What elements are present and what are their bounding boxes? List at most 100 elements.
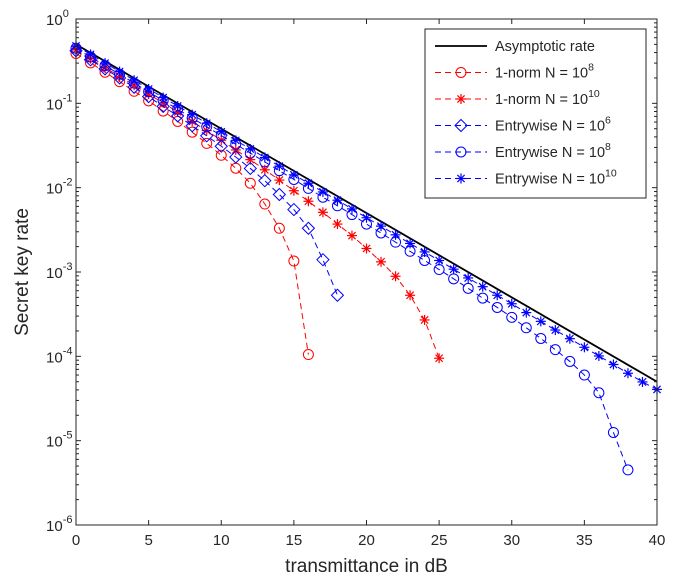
data-point xyxy=(491,301,503,313)
data-point xyxy=(156,99,170,114)
series-line xyxy=(75,47,629,471)
data-point xyxy=(288,169,299,180)
legend-label: Asymptotic rate xyxy=(495,39,595,55)
data-point xyxy=(200,129,214,143)
y-tick-exponent: -6 xyxy=(63,514,73,526)
legend-item: 1-norm N = 108 xyxy=(435,62,594,82)
series-layer xyxy=(69,40,662,476)
data-point xyxy=(317,207,328,218)
data-point xyxy=(303,178,314,189)
x-tick-label: 5 xyxy=(144,532,152,549)
y-tick-exponent: -2 xyxy=(63,177,73,189)
data-point xyxy=(622,464,634,476)
data-point xyxy=(303,196,314,207)
y-tick-exponent: -4 xyxy=(63,345,73,357)
x-tick-label: 25 xyxy=(431,532,448,549)
data-point xyxy=(463,272,474,283)
data-point xyxy=(390,271,401,282)
data-point xyxy=(245,143,256,154)
y-tick-label: 10-6 xyxy=(46,514,72,535)
data-point xyxy=(376,256,387,267)
data-point xyxy=(272,187,287,202)
data-point xyxy=(172,106,183,117)
data-point xyxy=(434,353,445,364)
legend-item: Entrywise N = 106 xyxy=(435,115,611,135)
data-point xyxy=(346,203,357,214)
legend-item: Entrywise N = 1010 xyxy=(435,168,617,188)
data-point xyxy=(85,49,96,60)
data-point xyxy=(316,252,330,267)
data-point xyxy=(114,66,125,77)
y-tick-exponent: -5 xyxy=(63,430,73,442)
data-point xyxy=(550,325,561,336)
data-point xyxy=(216,126,227,137)
y-tick-exponent: 0 xyxy=(63,8,69,20)
legend-marker xyxy=(456,173,466,184)
series-line xyxy=(75,45,658,390)
y-tick-exponent: -1 xyxy=(63,92,73,104)
legend-item: Entrywise N = 108 xyxy=(435,141,611,161)
data-point xyxy=(98,62,112,76)
data-point xyxy=(332,195,343,206)
data-point xyxy=(201,137,213,149)
series-5 xyxy=(71,40,662,395)
data-point xyxy=(535,316,546,327)
x-tick-label: 35 xyxy=(576,532,593,549)
data-point xyxy=(549,344,561,356)
legend-label: Entrywise N = 106 xyxy=(495,115,611,135)
data-point xyxy=(259,152,270,163)
y-tick-label: 100 xyxy=(46,8,69,29)
legend-label: 1-norm N = 108 xyxy=(495,62,594,82)
data-point xyxy=(405,238,416,249)
data-point xyxy=(170,109,185,123)
y-axis-label: Secret key rate xyxy=(12,208,33,336)
data-point xyxy=(301,221,316,235)
data-point xyxy=(376,221,387,232)
legend-label: Entrywise N = 108 xyxy=(495,141,611,161)
data-point xyxy=(520,322,532,334)
data-point xyxy=(214,139,228,153)
data-point xyxy=(579,342,590,353)
data-point xyxy=(608,359,619,370)
data-point xyxy=(229,150,243,164)
legend-item: 1-norm N = 1010 xyxy=(435,88,600,108)
data-point xyxy=(258,173,272,188)
data-point xyxy=(186,126,198,138)
y-tick-label: 10-1 xyxy=(46,92,72,113)
data-point xyxy=(230,135,241,146)
data-point xyxy=(346,230,357,241)
y-tick-exponent: -3 xyxy=(63,261,73,273)
data-point xyxy=(158,92,169,103)
legend-marker xyxy=(455,67,467,78)
data-point xyxy=(419,314,430,325)
data-point xyxy=(288,185,299,196)
legend-item: Asymptotic rate xyxy=(435,39,595,55)
x-tick-label: 10 xyxy=(213,532,230,549)
data-point xyxy=(287,202,301,217)
data-point xyxy=(302,349,314,361)
data-point xyxy=(172,100,183,111)
data-point xyxy=(521,307,532,318)
data-point xyxy=(419,246,430,257)
legend-marker xyxy=(455,146,467,158)
data-point xyxy=(100,58,111,69)
data-point xyxy=(187,109,198,120)
x-tick-label: 40 xyxy=(649,532,666,549)
data-point xyxy=(578,369,590,381)
series-line xyxy=(75,49,440,359)
data-point xyxy=(129,75,140,86)
data-point xyxy=(593,350,604,361)
x-tick-label: 15 xyxy=(286,532,303,549)
data-point xyxy=(477,281,488,292)
data-point xyxy=(330,288,345,302)
data-point xyxy=(244,177,256,189)
data-point xyxy=(448,264,459,275)
data-point xyxy=(288,255,300,267)
data-point xyxy=(506,311,518,323)
data-point xyxy=(434,255,445,266)
legend-box xyxy=(424,28,647,199)
data-point xyxy=(564,333,575,344)
legend-marker xyxy=(456,94,466,104)
series-line xyxy=(75,50,338,296)
